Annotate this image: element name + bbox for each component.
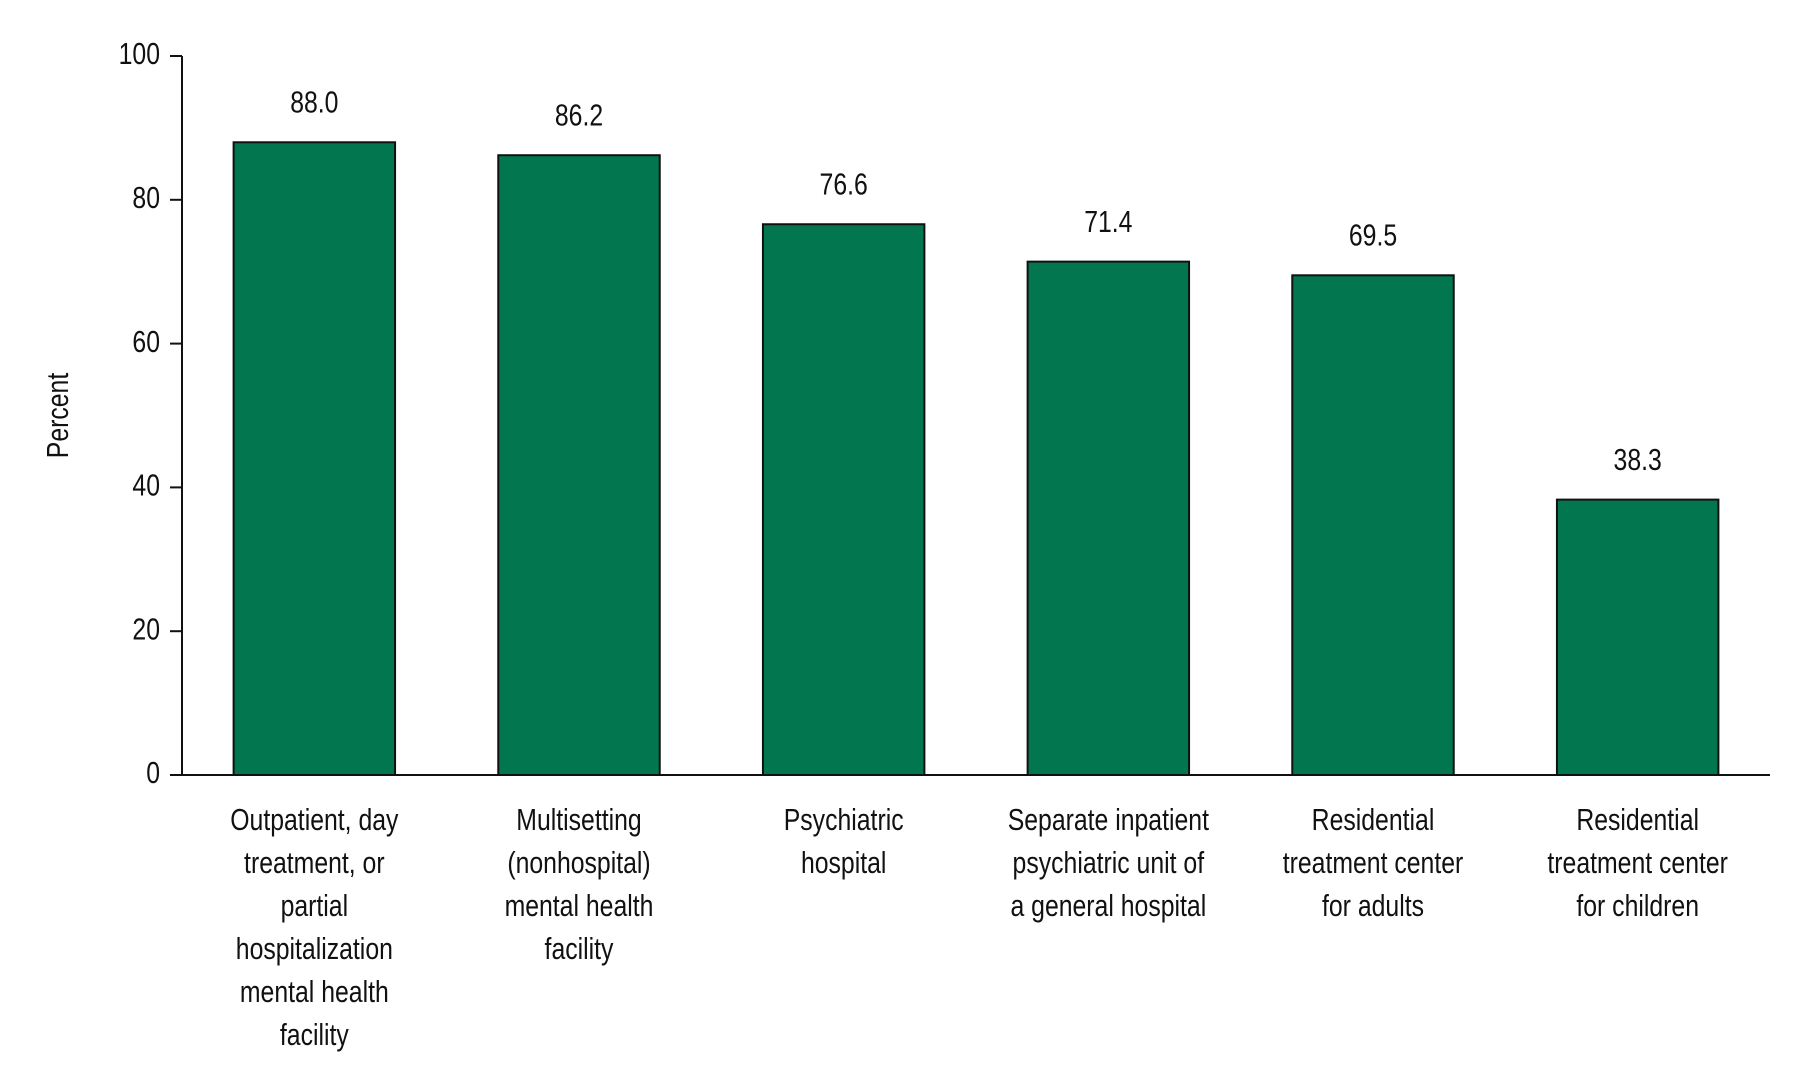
x-tick-label: hospital [801,846,886,880]
x-tick-label: Psychiatric [784,803,904,837]
y-tick-label: 40 [132,468,160,502]
bar [232,141,397,776]
bar [1555,498,1720,776]
bar [1291,274,1455,776]
value-label: 71.4 [1084,204,1132,238]
x-tick-label: a general hospital [1010,889,1206,923]
x-tick-label: Residential [1576,803,1699,837]
y-tick-label: 80 [132,180,160,214]
x-tick-label: facility [545,932,614,966]
x-tick-label: Multisetting [516,803,641,837]
y-tick-label: 100 [119,37,160,71]
x-tick-label: facility [280,1018,349,1052]
y-tick-label: 20 [132,612,160,646]
y-tick-label: 0 [146,756,160,790]
x-tick-label: Outpatient, day [230,803,398,837]
x-tick-label: psychiatric unit of [1013,846,1205,880]
x-tick-label: hospitalization [236,932,393,966]
value-label: 38.3 [1614,442,1662,476]
x-tick-label: treatment center [1547,846,1728,880]
bar [497,154,661,777]
y-axis-label: Percent [41,373,75,459]
x-tick-label: for children [1576,889,1699,923]
value-label: 88.0 [290,85,338,119]
x-tick-label: for adults [1322,889,1424,923]
x-tick-label: mental health [505,889,654,923]
x-tick-label: (nonhospital) [507,846,650,880]
x-tick-label: mental health [240,975,389,1009]
value-label: 76.6 [820,167,868,201]
x-tick-label: Separate inpatient [1008,803,1209,837]
value-label: 86.2 [555,98,603,132]
x-tick-label: Residential [1312,803,1435,837]
value-label: 69.5 [1349,218,1397,252]
x-tick-label: treatment center [1283,846,1464,880]
bar [761,223,926,777]
x-tick-label: treatment, or [244,846,385,880]
bar [1026,260,1191,777]
x-tick-label: partial [281,889,349,923]
y-tick-label: 60 [132,324,160,358]
